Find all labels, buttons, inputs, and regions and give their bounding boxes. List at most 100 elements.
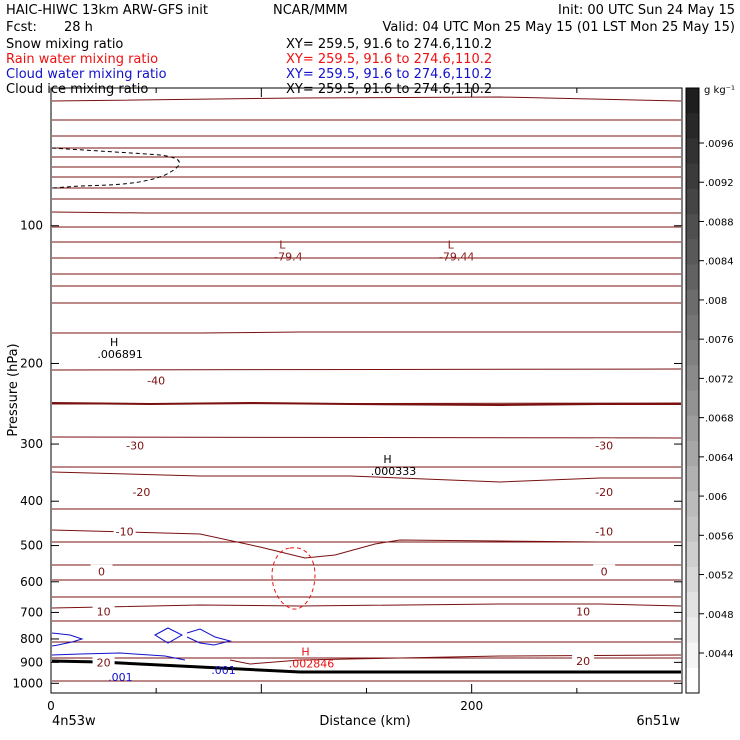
colorbar-swatch bbox=[686, 617, 699, 644]
label-mask bbox=[92, 655, 115, 668]
colorbar-swatch bbox=[686, 642, 699, 669]
colorbar-swatch bbox=[686, 113, 699, 139]
y-tick-label: 100 bbox=[20, 219, 43, 233]
isotherm-label: -20 bbox=[595, 486, 613, 499]
colorbar-swatch bbox=[686, 314, 699, 341]
isotherm-label: -20 bbox=[132, 486, 150, 499]
colorbar: .0096 .0092 .0088 .0084 .008 .0076 .0072 .0068.… bbox=[685, 87, 734, 694]
field-name-snow: Snow mixing ratio bbox=[6, 37, 123, 52]
freezing-level-line bbox=[51, 401, 681, 407]
field-xy-cloud-water: XY= 259.5, 91.6 to 274.6,110.2 bbox=[286, 67, 492, 82]
isotherm-line bbox=[229, 654, 682, 665]
forecast-label: Fcst: bbox=[6, 20, 37, 35]
colorbar-frame bbox=[685, 87, 700, 694]
forecast-hour: 28 h bbox=[64, 20, 93, 35]
x-left-location: 4n53w bbox=[52, 714, 96, 729]
isotherm-20-line bbox=[51, 603, 682, 609]
colorbar-tick-label: .0044 bbox=[705, 649, 734, 660]
y-tick-label: 300 bbox=[20, 437, 43, 451]
x-right-location: 6n51w bbox=[636, 714, 680, 729]
colorbar-tick-label: .0048 bbox=[705, 610, 734, 621]
valid-time: Valid: 04 UTC Mon 25 May 15 (01 LST Mon … bbox=[383, 20, 735, 35]
colorbar-swatch bbox=[686, 415, 699, 442]
isotherm-label: 0 bbox=[98, 566, 105, 579]
extremum-value: .000333 bbox=[371, 465, 417, 478]
field-name-cloud-water: Cloud water mixing ratio bbox=[6, 67, 167, 82]
label-mask bbox=[593, 564, 616, 577]
colorbar-swatch bbox=[686, 667, 699, 694]
cloud-water-contours bbox=[51, 627, 232, 661]
label-mask bbox=[593, 524, 616, 537]
colorbar-unit: g kg⁻¹ bbox=[704, 85, 735, 96]
cloud-water-labels: .001 .001 bbox=[108, 664, 236, 684]
label-mask bbox=[572, 653, 595, 666]
field-xy-rain: XY= 259.5, 91.6 to 274.6,110.2 bbox=[286, 52, 492, 67]
colorbar-swatch bbox=[686, 365, 699, 391]
label-mask bbox=[124, 438, 147, 451]
extremum-value: -79.4 bbox=[274, 250, 302, 263]
y-tick-label: 900 bbox=[20, 655, 43, 669]
extremum-marker: L bbox=[448, 238, 455, 251]
extremum-marker: H bbox=[383, 453, 391, 466]
model-title: HAIC-HIWC 13km ARW-GFS init bbox=[6, 3, 208, 18]
isotherm-line bbox=[52, 331, 681, 334]
field-name-cloud-ice: Cloud ice mixing ratio bbox=[6, 82, 148, 97]
colorbar-swatch bbox=[686, 138, 699, 165]
organization: NCAR/MMM bbox=[273, 3, 348, 18]
x-axis: 0 20 0 bbox=[47, 88, 683, 713]
cloud-water-contour bbox=[51, 632, 84, 647]
field-xy-snow: XY= 259.5, 91.6 to 274.6,110.2 bbox=[286, 37, 492, 52]
colorbar-swatch bbox=[686, 566, 699, 593]
colorbar-swatch bbox=[686, 592, 699, 618]
colorbar-tick-label: .0076 bbox=[705, 335, 734, 346]
colorbar-swatch bbox=[686, 214, 699, 240]
cloud-water-contour bbox=[186, 628, 232, 646]
y-tick-label: 200 bbox=[20, 356, 43, 370]
extremum-marker: H bbox=[301, 646, 309, 659]
isotherm-contours bbox=[51, 96, 682, 682]
isotherm-label: -10 bbox=[116, 526, 134, 539]
y-tick-label: 400 bbox=[20, 494, 43, 508]
extremum-marker: H bbox=[110, 336, 118, 349]
x-axis-label: Distance (km) bbox=[319, 714, 410, 729]
temperature-labels: -40 -30 -30 -20 -20 -10 -10 0 0 10 10 20 20 bbox=[90, 373, 616, 669]
colorbar-swatch bbox=[686, 239, 699, 265]
colorbar-tick-label: .0056 bbox=[705, 531, 734, 542]
colorbar-tick-label: .0052 bbox=[705, 571, 734, 582]
header: HAIC-HIWC 13km ARW-GFS init NCAR/MMM Ini… bbox=[6, 3, 735, 35]
isotherm-label: -10 bbox=[595, 526, 613, 539]
y-tick-label: 800 bbox=[20, 632, 43, 646]
colorbar-tick-label: .0072 bbox=[705, 374, 734, 385]
label-mask bbox=[572, 604, 595, 617]
extremum-value: -79.44 bbox=[439, 250, 474, 263]
extremum-marker: L bbox=[279, 238, 286, 251]
isotherm-label: 0 bbox=[601, 566, 608, 579]
colorbar-swatch bbox=[686, 163, 699, 190]
isotherm-line bbox=[51, 368, 682, 371]
extremum-value: .006891 bbox=[97, 348, 143, 361]
cloud-water-label: .001 bbox=[211, 664, 236, 677]
colorbar-tick-label: .006 bbox=[705, 492, 727, 503]
isotherm-bump-line bbox=[51, 529, 681, 559]
colorbar-tick-label: .0084 bbox=[705, 257, 734, 268]
colorbar-tick-label: .0092 bbox=[705, 178, 734, 189]
label-mask bbox=[130, 485, 153, 498]
label-mask bbox=[145, 373, 168, 386]
isotherm-line bbox=[51, 211, 681, 214]
field-name-rain: Rain water mixing ratio bbox=[6, 52, 158, 67]
colorbar-swatch bbox=[686, 340, 699, 366]
colorbar-swatch bbox=[686, 390, 699, 417]
isotherm-label: 10 bbox=[576, 606, 590, 619]
isotherm-label: 20 bbox=[576, 655, 590, 668]
label-mask bbox=[593, 438, 616, 451]
plot-frame bbox=[50, 87, 683, 694]
colorbar-swatch bbox=[686, 88, 699, 114]
snow-contour bbox=[51, 147, 180, 189]
extremum-value: .002846 bbox=[289, 658, 335, 671]
label-mask bbox=[90, 564, 113, 577]
colorbar-tick-label: .0088 bbox=[705, 217, 734, 228]
field-xy-cloud-ice: XY= 259.5, 91.6 to 274.6,110.2 bbox=[286, 82, 492, 97]
isotherm-label: -30 bbox=[126, 439, 144, 452]
